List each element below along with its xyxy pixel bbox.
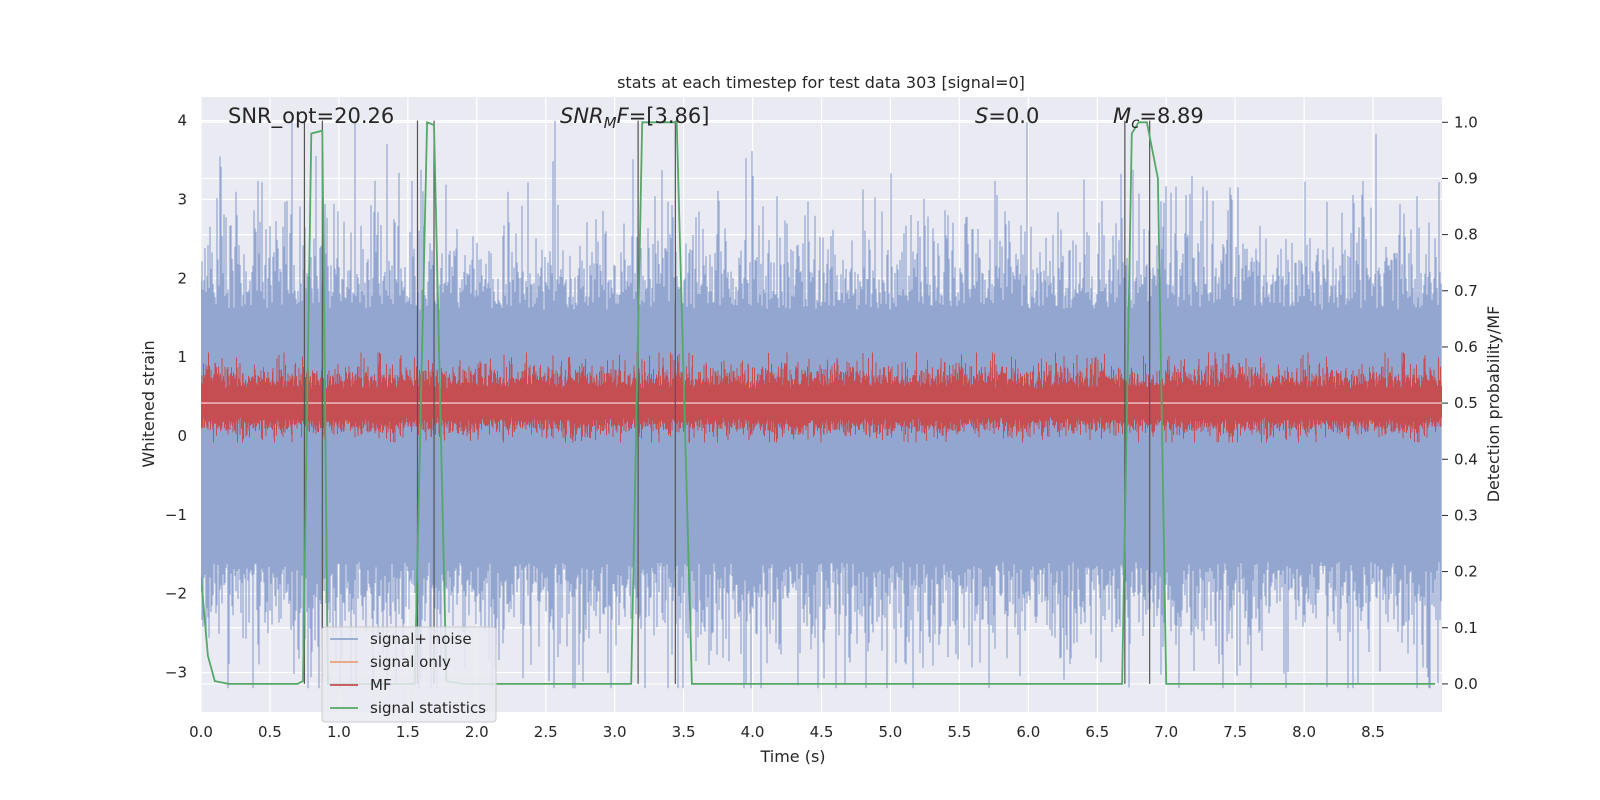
- annotation-snr-mf: SNRMF=[3.86]: [560, 104, 709, 132]
- legend-label-signal-statistics: signal statistics: [370, 699, 486, 717]
- y-right-tick-label: 0.6: [1454, 338, 1478, 356]
- x-tick-label: 5.5: [947, 723, 971, 741]
- y-tick-label: 3: [177, 191, 187, 209]
- y-right-tick-label: 0.7: [1454, 282, 1478, 300]
- x-tick-label: 4.5: [810, 723, 834, 741]
- x-tick-label: 2.5: [534, 723, 558, 741]
- y-tick-label: 0: [177, 427, 187, 445]
- x-tick-label: 8.0: [1292, 723, 1316, 741]
- legend-label-mf: MF: [370, 676, 392, 694]
- series-mf: [201, 352, 1442, 443]
- y-tick-label: 2: [177, 269, 187, 287]
- x-tick-label: 3.5: [672, 723, 696, 741]
- x-tick-label: 6.5: [1085, 723, 1109, 741]
- y-axis-label: Whitened strain: [139, 340, 158, 467]
- x-tick-label: 5.0: [879, 723, 903, 741]
- legend-box: [321, 626, 497, 723]
- annotation-snr-opt: SNR_opt=20.26: [228, 104, 394, 129]
- y-right-tick-label: 0.3: [1454, 506, 1478, 524]
- x-tick-label: 1.5: [396, 723, 420, 741]
- x-axis-label: Time (s): [759, 747, 825, 766]
- x-tick-label: 0.5: [258, 723, 282, 741]
- series-signal-statistics: [201, 120, 1436, 685]
- x-tick-label: 1.0: [327, 723, 351, 741]
- x-tick-label: 0.0: [189, 723, 213, 741]
- mf-series: [201, 352, 1442, 443]
- signal-statistics-series: [201, 120, 1436, 685]
- annotation-mc: Mc=8.89: [1113, 104, 1204, 132]
- legend: signal+ noise signal only MF signal stat…: [321, 626, 497, 723]
- y-right-tick-label: 1.0: [1454, 113, 1478, 131]
- y-right-axis-label: Detection probability/MF: [1484, 306, 1503, 503]
- y-right-tick-label: 0.9: [1454, 169, 1478, 187]
- annotation-s: S=0.0: [975, 104, 1039, 128]
- x-tick-label: 3.0: [603, 723, 627, 741]
- legend-label-signal-noise: signal+ noise: [370, 630, 472, 648]
- y-right-tick-label: 0.0: [1454, 675, 1478, 693]
- y-axis-ticks: −3 −2 −1 0 1 2 3 4: [165, 112, 187, 682]
- y-right-tick-label: 0.8: [1454, 226, 1478, 244]
- x-tick-label: 7.5: [1223, 723, 1247, 741]
- x-tick-label: 7.0: [1154, 723, 1178, 741]
- y-right-tick-label: 0.4: [1454, 450, 1478, 468]
- y-right-tick-label: 0.5: [1454, 394, 1478, 412]
- y-right-tick-label: 0.2: [1454, 563, 1478, 581]
- y-tick-label: −2: [165, 585, 187, 603]
- chart-title: stats at each timestep for test data 303…: [617, 73, 1025, 92]
- x-axis-ticks: 0.0 0.5 1.0 1.5 2.0 2.5 3.0 3.5 4.0 4.5 5.0 5.5 6.0 6…: [189, 723, 1385, 741]
- x-tick-label: 4.0: [741, 723, 765, 741]
- y-tick-label: 1: [177, 348, 187, 366]
- y-right-axis-ticks: 0.0 0.1 0.2 0.3 0.4 0.5 0.6 0.7 0.8 0.9 1.0: [1442, 113, 1478, 693]
- legend-label-signal-only: signal only: [370, 653, 451, 671]
- x-tick-label: 2.0: [465, 723, 489, 741]
- y-right-tick-label: 0.1: [1454, 619, 1478, 637]
- x-tick-label: 8.5: [1361, 723, 1385, 741]
- y-tick-label: −3: [165, 664, 187, 682]
- y-tick-label: −1: [165, 506, 187, 524]
- x-tick-label: 6.0: [1016, 723, 1040, 741]
- y-tick-label: 4: [177, 112, 187, 130]
